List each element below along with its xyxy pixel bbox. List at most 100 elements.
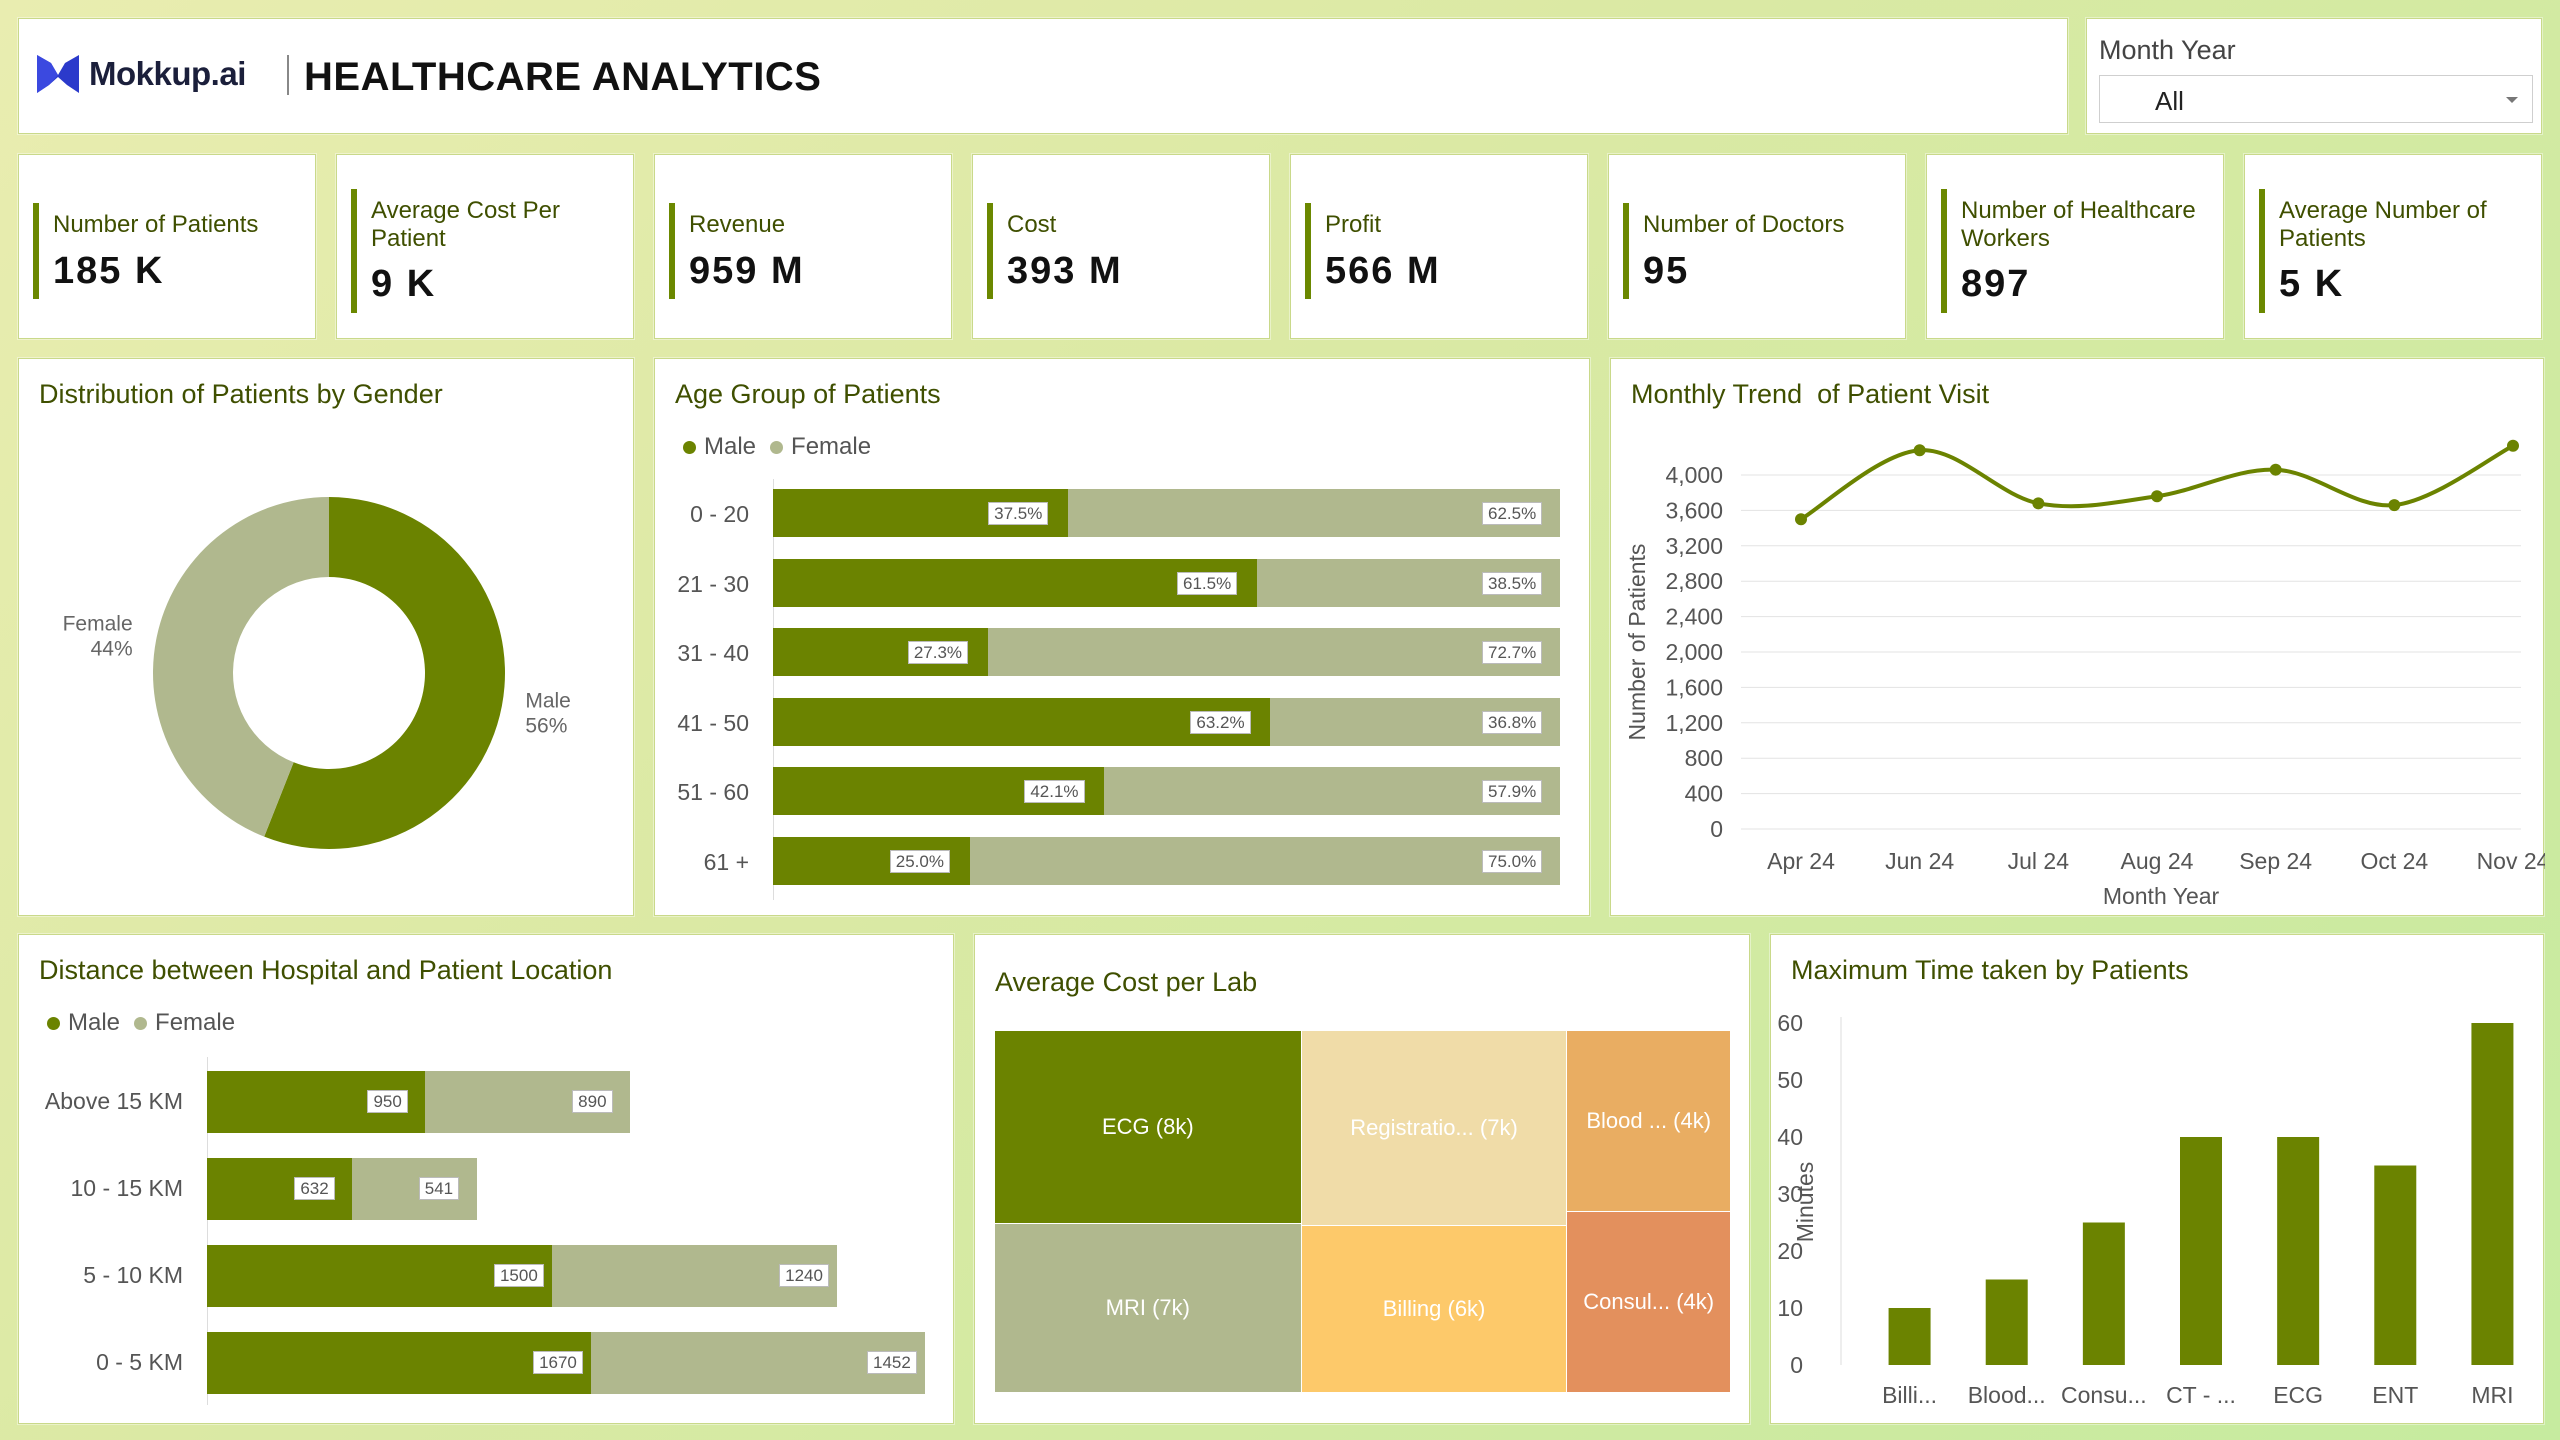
slice-value-label: 44%	[91, 637, 133, 660]
x-tick-label: Jun 24	[1885, 848, 1954, 874]
treemap-cell[interactable]: Consul... (4k)	[1567, 1212, 1731, 1393]
y-tick-label: 30	[1777, 1181, 1803, 1207]
kpi-label: Number of Patients	[53, 211, 259, 238]
kpi-label: Average Cost Per Patient	[371, 197, 560, 252]
chart-legend: Male Female	[683, 433, 885, 461]
chart-legend: Male Female	[47, 1009, 249, 1037]
y-tick-label: 2,000	[1665, 639, 1723, 665]
kpi-accent-bar	[1305, 203, 1311, 299]
kpi-card-average-cost: Average Cost Per Patient 9 K	[336, 154, 634, 339]
data-point	[2388, 499, 2401, 512]
bar-female[interactable]	[987, 628, 1560, 676]
treemap-cell[interactable]: ECG (8k)	[995, 1031, 1302, 1225]
y-axis-title: Minutes	[1792, 1162, 1818, 1243]
axis-line	[207, 1057, 208, 1405]
data-label-female: 1240	[779, 1264, 829, 1287]
category-label: 10 - 15 KM	[70, 1175, 184, 1201]
month-year-filter: Month Year All	[2086, 18, 2542, 134]
bar-male[interactable]	[773, 697, 1271, 746]
data-label-female: 72.7%	[1482, 641, 1543, 664]
legend-label: Female	[155, 1009, 236, 1036]
chart-title: Distance between Hospital and Patient Lo…	[39, 955, 613, 985]
x-tick-label: Apr 24	[1767, 848, 1835, 874]
donut-slice-male	[264, 497, 506, 849]
y-tick-label: 2,800	[1665, 568, 1723, 594]
data-label-male: 950	[367, 1090, 408, 1113]
chevron-down-icon[interactable]	[2506, 97, 2518, 103]
kpi-label: Cost	[1007, 211, 1057, 238]
legend-dot	[47, 1016, 60, 1030]
page-title: HEALTHCARE ANALYTICS	[304, 55, 822, 99]
bar	[2374, 1165, 2417, 1365]
x-tick-label: ENT	[2372, 1382, 2418, 1408]
kpi-accent-bar	[1941, 189, 1947, 313]
month-year-dropdown[interactable]: All	[2099, 75, 2533, 123]
logo-text: Mokkup.ai	[89, 55, 246, 92]
chart-title: Distribution of Patients by Gender	[39, 379, 443, 409]
legend-item-female[interactable]: Female	[134, 1009, 235, 1037]
chart-title: Average Cost per Lab	[995, 967, 1258, 997]
category-label: 5 - 10 KM	[83, 1262, 183, 1288]
kpi-value: 9 K	[371, 263, 437, 305]
data-label-female: 36.8%	[1482, 710, 1543, 734]
average-cost-per-lab-panel: Average Cost per Lab ECG (8k) MRI (7k) Reg…	[974, 934, 1750, 1424]
bar-female[interactable]	[969, 836, 1560, 885]
data-point	[2507, 439, 2519, 452]
legend-item-male[interactable]: Male	[683, 433, 756, 461]
distance-panel: Distance between Hospital and Patient Lo…	[18, 934, 954, 1424]
slice-label: Male	[525, 690, 571, 713]
y-tick-label: 2,400	[1665, 604, 1723, 630]
data-label-male: 1670	[533, 1351, 583, 1374]
x-tick-label: Aug 24	[2121, 848, 2194, 874]
data-point	[2269, 463, 2282, 476]
category-label: 61 +	[703, 848, 749, 875]
x-tick-label: Sep 24	[2239, 848, 2312, 874]
bar-male[interactable]	[773, 558, 1257, 607]
treemap-cell[interactable]: Registratio... (7k)	[1301, 1031, 1568, 1226]
kpi-value: 393 M	[1007, 250, 1123, 292]
x-tick-label: Billi...	[1882, 1382, 1937, 1408]
treemap-cell[interactable]: Blood ... (4k)	[1567, 1031, 1731, 1212]
data-label-female: 57.9%	[1482, 780, 1543, 803]
category-label: 0 - 20	[690, 501, 749, 527]
slice-value-label: 56%	[525, 715, 567, 738]
treemap-cell[interactable]: Billing (6k)	[1301, 1225, 1568, 1393]
kpi-value: 5 K	[2279, 263, 2345, 305]
logo[interactable]: Mokkup.ai	[37, 55, 246, 93]
bar	[1985, 1279, 2028, 1365]
kpi-label: Revenue	[689, 211, 786, 238]
category-label: 31 - 40	[677, 640, 749, 666]
y-tick-label: 4,000	[1665, 462, 1723, 488]
y-axis-title: Number of Patients	[1624, 544, 1650, 741]
y-tick-label: 50	[1777, 1067, 1803, 1093]
bar-male[interactable]	[207, 1332, 592, 1394]
kpi-accent-bar	[2259, 189, 2265, 313]
data-label-female: 541	[418, 1177, 460, 1200]
kpi-label: Number of Doctors	[1643, 211, 1845, 238]
legend-item-male[interactable]: Male	[47, 1009, 120, 1037]
data-label-male: 632	[294, 1177, 335, 1200]
kpi-card-revenue: Revenue 959 M	[654, 154, 952, 339]
treemap-cell[interactable]: MRI (7k)	[995, 1224, 1302, 1393]
y-tick-label: 0	[1790, 1352, 1803, 1378]
x-tick-label: Jul 24	[2008, 848, 2070, 874]
legend-dot	[683, 440, 696, 454]
y-tick-label: 400	[1685, 781, 1723, 807]
kpi-label: Average Number of Patients	[2279, 197, 2487, 252]
x-tick-label: Oct 24	[2360, 848, 2428, 874]
x-tick-label: ECG	[2273, 1382, 2323, 1408]
data-label-female: 38.5%	[1482, 571, 1543, 595]
legend-dot	[770, 440, 784, 454]
mokkup-logo-icon	[37, 55, 79, 93]
legend-item-female[interactable]: Female	[770, 433, 871, 461]
kpi-card-average-patients: Average Number of Patients 5 K	[2244, 154, 2542, 339]
kpi-accent-bar	[33, 203, 39, 299]
max-time-bar-chart: 0 10 20 30 40 50 60 Minutes Billi... Blood... Cons…	[1777, 1010, 2513, 1408]
kpi-label: Profit	[1325, 211, 1382, 238]
donut-slice-female	[153, 497, 329, 837]
y-tick-label: 1,200	[1665, 710, 1723, 736]
legend-label: Female	[791, 433, 872, 460]
kpi-card-number-of-patients: Number of Patients 185 K	[18, 154, 316, 339]
data-label-female: 1452	[867, 1351, 917, 1374]
bar-female[interactable]	[1068, 489, 1560, 537]
